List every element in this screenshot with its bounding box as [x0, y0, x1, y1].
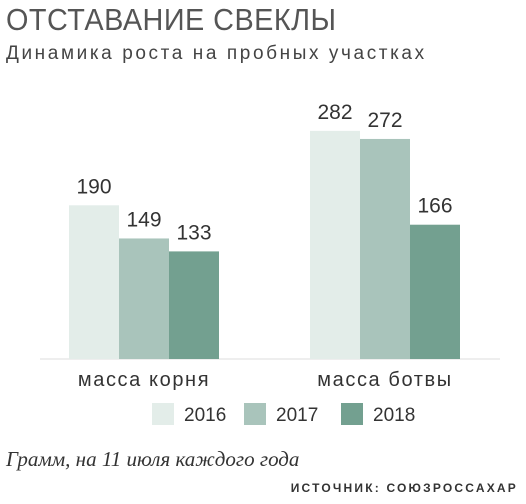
legend-swatch-2018 — [341, 403, 363, 425]
bar-2018-tops — [410, 224, 460, 359]
data-label-2017-root: 149 — [126, 208, 161, 231]
data-label-2018-root: 133 — [176, 221, 211, 244]
bar-2016-tops — [310, 130, 360, 359]
bar-2016-root — [69, 205, 119, 359]
legend-label-2018: 2018 — [373, 405, 415, 426]
bar-2017-tops — [360, 138, 410, 359]
data-label-2016-root: 190 — [76, 175, 111, 198]
category-label-root: масса корня — [78, 369, 210, 391]
data-label-2016-tops: 282 — [317, 101, 352, 124]
chart-subtitle: Динамика роста на пробных участках — [6, 43, 427, 64]
data-label-2018-tops: 166 — [417, 195, 452, 218]
bar-2017-root — [119, 238, 169, 359]
chart-footnote: Грамм, на 11 июля каждого года — [6, 447, 300, 471]
legend-swatch-2016 — [152, 403, 174, 425]
legend-label-2016: 2016 — [184, 405, 226, 426]
legend-label-2017: 2017 — [276, 405, 318, 426]
data-label-2017-tops: 272 — [367, 109, 402, 132]
legend-swatch-2017 — [244, 403, 266, 425]
chart-source: ИСТОЧНИК: СОЮЗРОССАХАР — [290, 481, 518, 495]
category-label-tops: масса ботвы — [317, 369, 452, 391]
chart-title: ОТСТАВАНИЕ СВЕКЛЫ — [6, 2, 337, 37]
bar-2018-root — [169, 251, 219, 359]
